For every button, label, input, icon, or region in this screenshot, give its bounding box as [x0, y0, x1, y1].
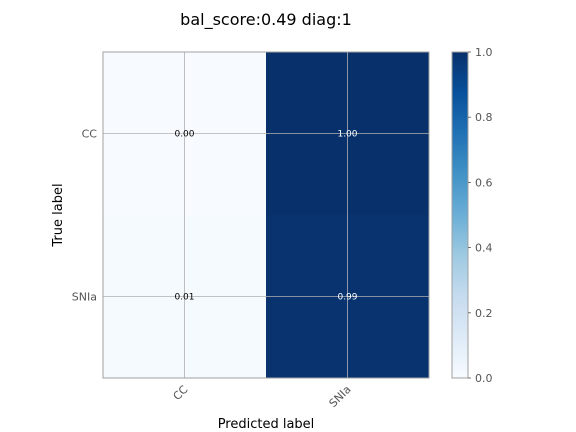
x-tick-labels: CC SNIa: [171, 383, 354, 410]
y-tick-labels: CC SNIa: [72, 128, 98, 304]
x-axis-label: Predicted label: [218, 417, 315, 432]
cell-value-label-0-0: 0.00: [174, 130, 194, 140]
x-tick-label-0: CC: [171, 383, 191, 403]
colorbar-tick-label-4: 0.8: [475, 111, 493, 124]
grid-lines: [103, 52, 429, 378]
cell-value-label-1-1: 0.99: [337, 293, 357, 303]
colorbar-tick-label-3: 0.6: [475, 176, 493, 189]
colorbar-tick-labels: 0.0 0.2 0.4 0.6 0.8 1.0: [468, 46, 493, 385]
cell-value-label-1-0: 0.01: [174, 293, 194, 303]
chart-title: bal_score:0.49 diag:1: [180, 10, 352, 30]
cell-value-labels: 0.00 1.00 0.01 0.99: [174, 130, 357, 303]
colorbar-tick-label-2: 0.4: [475, 242, 493, 255]
colorbar: [451, 51, 469, 379]
y-tick-label-1: SNIa: [72, 291, 97, 304]
colorbar-tick-label-5: 1.0: [475, 46, 493, 59]
colorbar-tick-label-1: 0.2: [475, 307, 493, 320]
y-tick-label-0: CC: [82, 128, 98, 141]
y-axis-label: True label: [51, 183, 66, 247]
cell-value-label-0-1: 1.00: [337, 130, 357, 140]
colorbar-tick-label-0: 0.0: [475, 372, 493, 385]
heatmap-cells: [103, 52, 429, 378]
plot-frame: [102, 51, 430, 379]
x-tick-label-1: SNIa: [327, 383, 354, 410]
